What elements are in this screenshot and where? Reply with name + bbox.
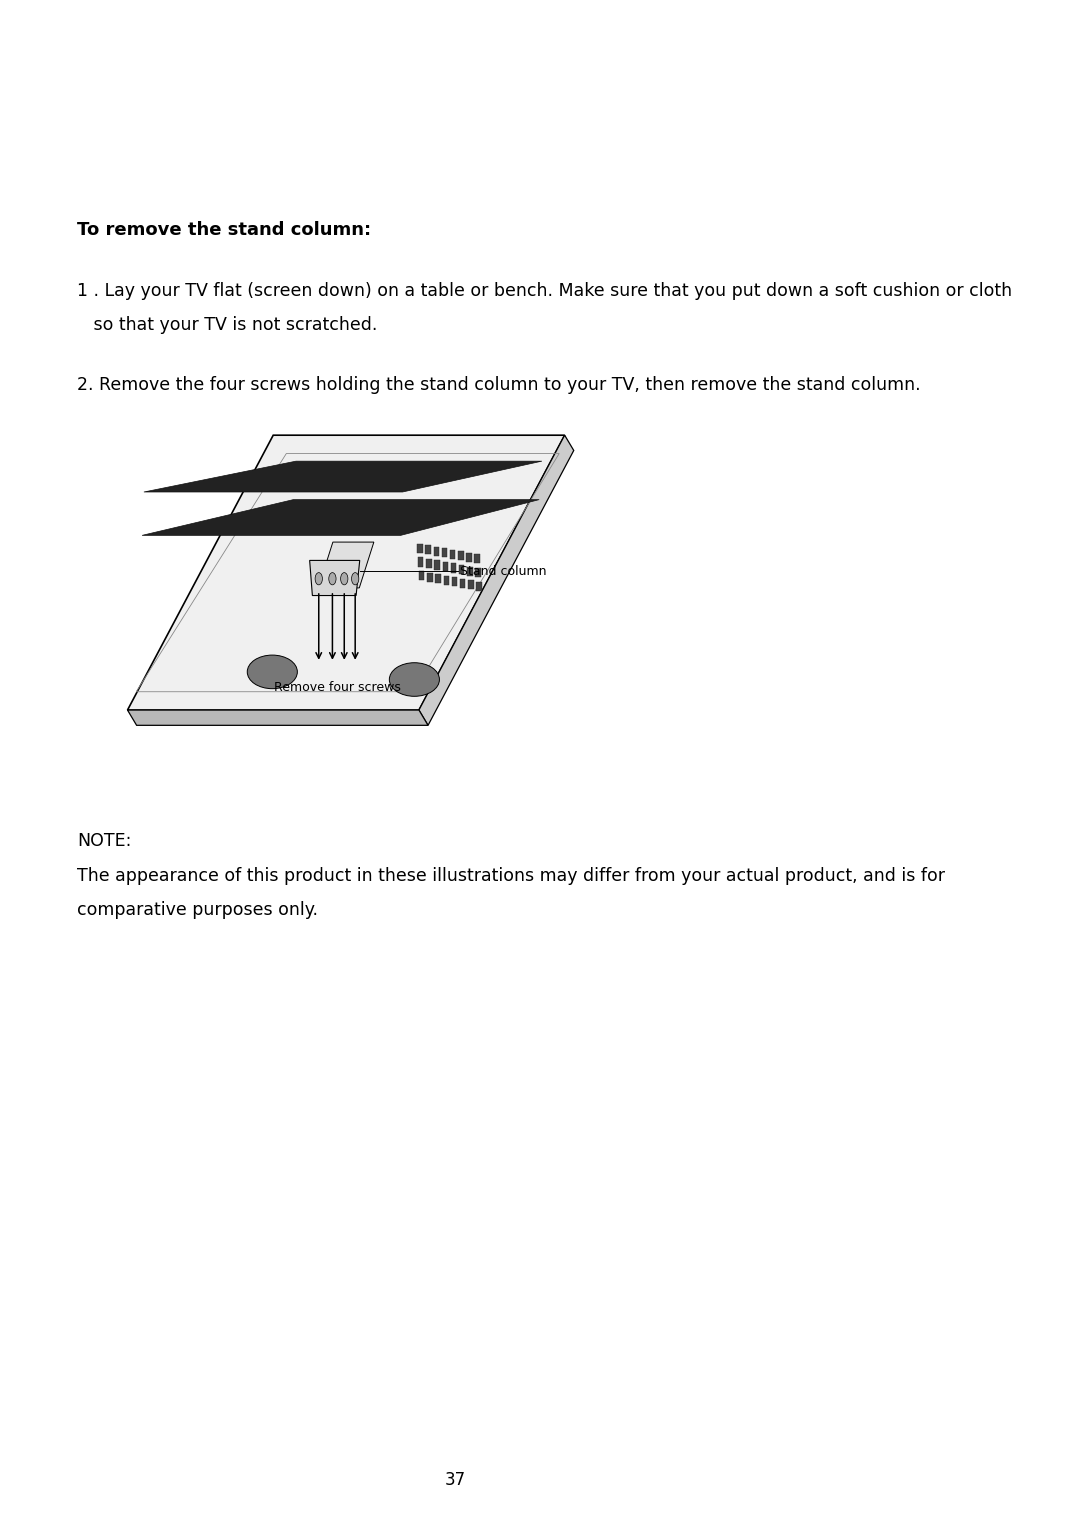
Bar — [427, 559, 432, 568]
Bar — [468, 567, 473, 576]
Text: comparative purposes only.: comparative purposes only. — [78, 901, 319, 919]
Polygon shape — [310, 560, 360, 596]
Bar — [433, 547, 438, 556]
Bar — [451, 577, 457, 586]
Bar — [444, 576, 449, 585]
Bar — [435, 574, 441, 583]
Bar — [450, 550, 456, 559]
Bar — [458, 551, 463, 560]
Bar — [450, 563, 456, 573]
Polygon shape — [127, 710, 428, 725]
Text: so that your TV is not scratched.: so that your TV is not scratched. — [78, 316, 378, 334]
Circle shape — [352, 573, 359, 585]
Bar — [474, 554, 480, 563]
Bar — [460, 579, 465, 588]
Text: 2. Remove the four screws holding the stand column to your TV, then remove the s: 2. Remove the four screws holding the st… — [78, 376, 921, 394]
Polygon shape — [144, 461, 542, 492]
Text: NOTE:: NOTE: — [78, 832, 132, 851]
Bar — [427, 573, 433, 582]
Text: To remove the stand column:: To remove the stand column: — [78, 221, 372, 240]
Bar — [468, 580, 473, 589]
Polygon shape — [143, 499, 539, 536]
Bar — [443, 562, 448, 571]
Text: 1 . Lay your TV flat (screen down) on a table or bench. Make sure that you put d: 1 . Lay your TV flat (screen down) on a … — [78, 282, 1013, 301]
Bar — [475, 568, 481, 577]
Text: Stand column: Stand column — [460, 565, 546, 577]
Bar — [476, 582, 482, 591]
Bar — [418, 557, 423, 567]
Text: Remove four screws: Remove four screws — [273, 681, 401, 695]
Bar — [426, 545, 431, 554]
Bar — [417, 544, 422, 553]
Circle shape — [315, 573, 323, 585]
Text: 37: 37 — [445, 1471, 465, 1489]
Ellipse shape — [389, 663, 440, 696]
Bar — [419, 571, 424, 580]
Polygon shape — [319, 542, 374, 588]
Polygon shape — [419, 435, 573, 725]
Ellipse shape — [247, 655, 297, 689]
Bar — [467, 553, 472, 562]
Text: The appearance of this product in these illustrations may differ from your actua: The appearance of this product in these … — [78, 867, 945, 886]
Bar — [442, 548, 447, 557]
Polygon shape — [127, 435, 565, 710]
Bar — [459, 565, 464, 574]
Bar — [434, 560, 440, 570]
Circle shape — [328, 573, 336, 585]
Circle shape — [340, 573, 348, 585]
